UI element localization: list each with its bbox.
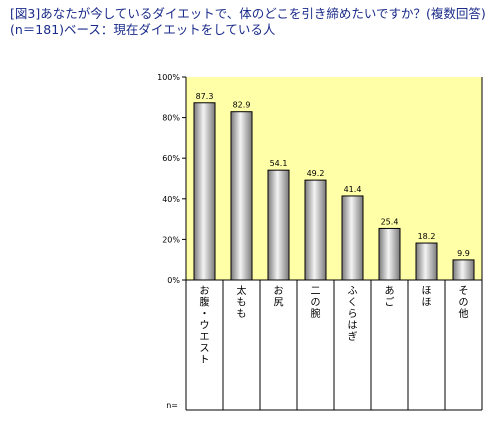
bar-7	[452, 259, 475, 281]
data-label: 49.2	[307, 169, 325, 178]
category-label-char: く	[348, 298, 358, 309]
category-label-char: ほ	[422, 297, 432, 309]
n-label: n=	[166, 401, 178, 410]
category-label-char: 腹	[200, 296, 210, 309]
category-label-char: の	[311, 298, 321, 309]
y-tick-label: 80%	[162, 114, 180, 123]
category-label: 二	[311, 286, 321, 297]
category-label: ふ	[348, 285, 358, 297]
category-label-char: 尻	[274, 297, 284, 309]
chart-title: [図3]あなたが今しているダイエットで、体のどこを引き締めたいですか？(複数回答…	[10, 6, 495, 38]
category-label-char: ・	[200, 309, 210, 320]
data-label: 25.4	[381, 217, 399, 226]
bar-2	[267, 169, 290, 281]
bar-4	[341, 195, 364, 281]
category-label-char: は	[348, 320, 358, 332]
y-tick-label: 40%	[162, 195, 180, 204]
y-tick-label: 20%	[162, 235, 180, 244]
category-label-char: の	[459, 298, 469, 309]
category-label-char: 腕	[311, 307, 321, 320]
category-label: お	[200, 285, 210, 297]
category-label-char: も	[237, 297, 247, 309]
bar-3	[304, 179, 327, 281]
category-label: ほ	[422, 285, 432, 297]
y-tick-label: 60%	[162, 154, 180, 163]
category-label: お	[274, 285, 284, 297]
bar-5	[378, 227, 401, 281]
title-line-1: [図3]あなたが今しているダイエットで、体のどこを引き締めたいですか？(複数回答…	[10, 6, 486, 21]
bar-1	[230, 111, 253, 281]
plot-area	[186, 77, 482, 280]
data-label: 54.1	[270, 159, 288, 168]
data-label: 82.9	[233, 101, 251, 110]
y-tick-label: 100%	[157, 73, 180, 82]
category-label-char: ぎ	[348, 330, 358, 343]
category-label-char: ウ	[200, 320, 210, 332]
category-label-char: ら	[348, 308, 358, 320]
category-label-char: エ	[200, 332, 210, 343]
y-tick-label: 0%	[167, 276, 180, 285]
category-label-char: ご	[385, 296, 395, 309]
category-label: あ	[385, 285, 395, 297]
category-label-char: ス	[200, 344, 210, 355]
category-label-char: も	[237, 308, 247, 320]
bar-0	[193, 102, 216, 281]
data-label: 9.9	[457, 249, 470, 258]
category-label-char: ト	[200, 355, 210, 366]
data-label: 18.2	[418, 232, 436, 241]
bar-6	[415, 242, 438, 281]
title-line-2: (n＝181)ベース：現在ダイエットをしている人	[10, 22, 276, 37]
category-label-char: 他	[459, 307, 469, 320]
data-label: 87.3	[196, 92, 214, 101]
category-label: そ	[459, 285, 469, 297]
data-label: 41.4	[344, 185, 362, 194]
category-label: 太	[237, 284, 247, 297]
